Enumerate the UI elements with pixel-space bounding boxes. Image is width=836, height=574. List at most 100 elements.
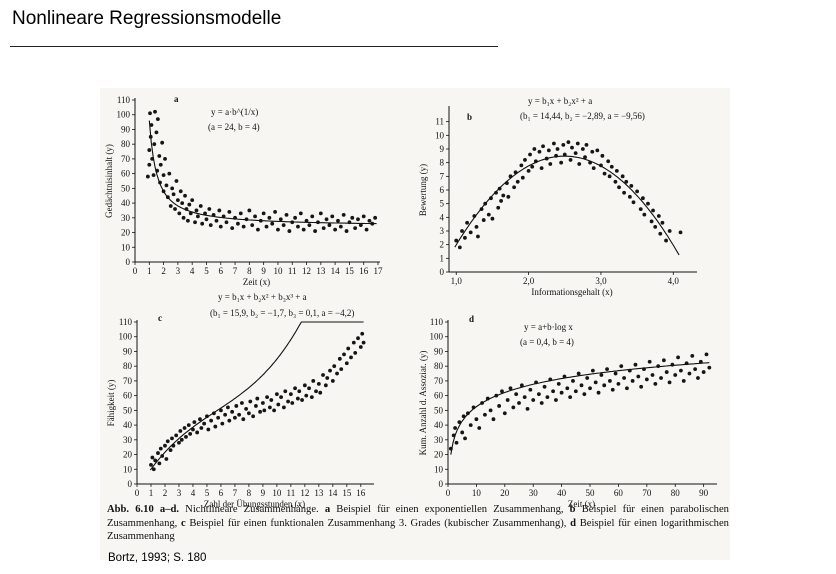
x-tick-label: 12 [300, 488, 309, 498]
data-point [364, 227, 369, 232]
data-point [505, 398, 510, 402]
x-tick-label: 2 [163, 488, 168, 498]
x-tick-label: 20 [500, 488, 510, 498]
data-point [240, 401, 244, 405]
data-point [490, 216, 495, 221]
y-tick-label: 0 [439, 479, 444, 489]
x-tick-label: 1,0 [451, 276, 463, 286]
data-point [336, 218, 340, 223]
data-point [554, 398, 558, 402]
x-tick-label: 0 [446, 488, 451, 498]
data-point [519, 383, 524, 388]
x-tick-label: 10 [472, 488, 482, 498]
data-point [341, 212, 346, 217]
data-point [293, 386, 297, 391]
y-tick-label: 60 [123, 391, 133, 401]
data-point [151, 173, 156, 178]
data-point [630, 379, 635, 383]
data-point [664, 238, 668, 243]
y-tick-label: 4 [440, 212, 445, 222]
data-point [627, 194, 632, 199]
data-point [457, 245, 462, 250]
data-point [173, 207, 177, 211]
data-point [463, 235, 467, 240]
data-point [307, 223, 312, 228]
data-point [187, 202, 192, 207]
x-tick-label: 11 [288, 266, 297, 276]
data-point [517, 401, 521, 405]
data-point [512, 185, 517, 190]
data-point [152, 142, 157, 147]
data-point [642, 212, 647, 217]
y-axis-label: Bewertung (y) [418, 164, 428, 216]
data-point [552, 141, 556, 146]
data-point [154, 130, 159, 135]
data-point [696, 376, 700, 380]
data-point [286, 399, 290, 404]
regression-formula: y = b₁x + b₂x² + b₃x³ + a [218, 292, 307, 302]
caption-b-key: b [569, 504, 576, 515]
data-point [297, 389, 302, 394]
x-tick-label: 4 [191, 488, 196, 498]
y-tick-label: 60 [121, 169, 131, 179]
data-point [610, 387, 615, 392]
y-tick-label: 50 [121, 183, 131, 193]
data-point [707, 365, 712, 370]
data-point [525, 406, 530, 411]
data-point [258, 409, 262, 414]
regression-params: (a = 24, b = 4) [208, 122, 260, 132]
data-point [198, 204, 203, 208]
y-tick-label: 20 [123, 450, 133, 460]
y-tick-label: 10 [121, 242, 131, 252]
data-point [290, 401, 295, 405]
data-point [314, 389, 318, 394]
data-point [600, 153, 605, 158]
data-point [526, 168, 531, 173]
data-point [679, 368, 683, 373]
data-point [602, 171, 607, 176]
data-point [613, 371, 618, 376]
data-point [660, 220, 665, 225]
data-point [465, 411, 470, 416]
y-tick-label: 40 [434, 420, 444, 430]
data-point [155, 117, 160, 122]
data-point [274, 392, 279, 397]
data-point [647, 359, 652, 364]
data-point [496, 205, 501, 210]
data-point [230, 226, 235, 231]
data-point [491, 417, 496, 422]
chart-panel-d: 0 10 20 30 40 50 60 70 80 90 100 110 0 10 20 30 40 50 60 70… [418, 314, 717, 509]
data-point [327, 223, 332, 228]
y-tick-label: 70 [121, 154, 131, 164]
panel-letter: c [158, 313, 162, 323]
x-tick-label: 15 [345, 266, 355, 276]
regression-formula: y = a·b^(1/x) [211, 107, 258, 117]
y-tick-label: 5 [440, 199, 445, 209]
data-point [353, 226, 358, 231]
data-point [693, 367, 698, 372]
data-point [276, 402, 281, 407]
caption-abb: Abb. 6.10 a–d. [107, 504, 180, 515]
x-tick-label: 30 [529, 488, 539, 498]
y-tick-label: 100 [119, 332, 133, 342]
data-point [661, 358, 666, 363]
x-tick-label: 2 [161, 266, 166, 276]
data-point [356, 336, 360, 341]
data-point [583, 155, 587, 160]
data-point [186, 423, 191, 427]
data-point [279, 395, 283, 400]
data-point [217, 208, 222, 213]
x-tick-label: 6 [219, 488, 224, 498]
x-tick-label: 9 [261, 488, 266, 498]
data-point [325, 376, 330, 380]
data-point [256, 227, 260, 232]
x-tick-label: 0 [135, 488, 140, 498]
data-point [318, 390, 323, 395]
x-tick-label: 6 [219, 266, 224, 276]
data-point [514, 392, 519, 397]
data-point [653, 225, 658, 229]
data-point [350, 215, 355, 220]
x-tick-label: 12 [302, 266, 311, 276]
data-point [559, 390, 564, 395]
